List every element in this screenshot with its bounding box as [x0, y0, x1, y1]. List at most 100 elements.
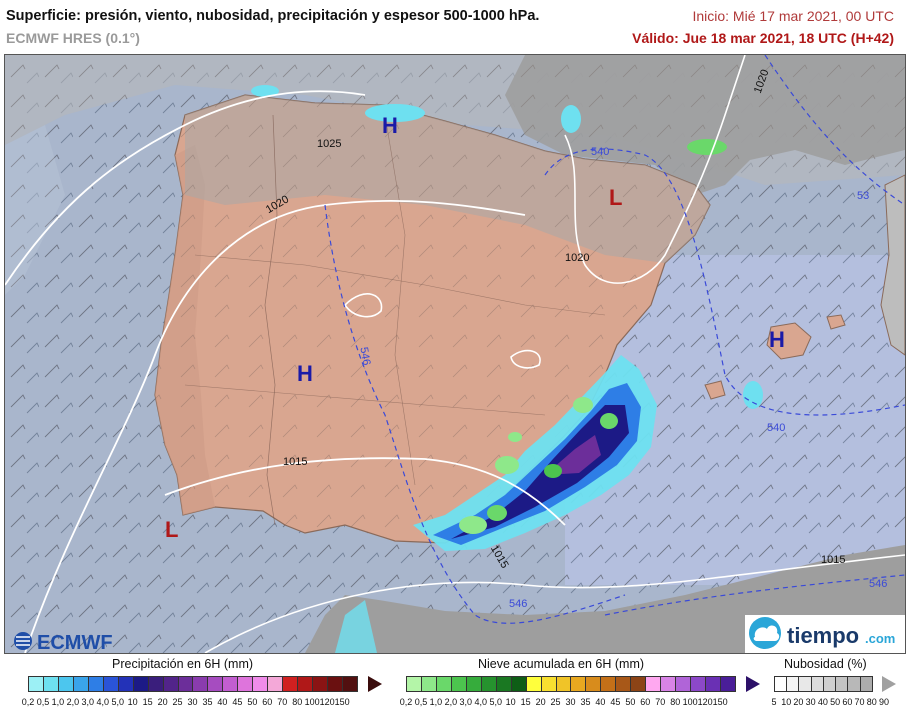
precip-color-scale: [28, 676, 358, 692]
precip-tick-label: 20: [157, 697, 168, 707]
snow-color-swatch: [420, 676, 437, 692]
precip-color-swatch: [207, 676, 224, 692]
precip-tick-label: 45: [232, 697, 243, 707]
snow-legend-title: Nieve acumulada en 6H (mm): [478, 657, 645, 671]
precip-tick-label: 30: [187, 697, 198, 707]
precip-color-swatch: [117, 676, 134, 692]
precip-color-swatch: [282, 676, 299, 692]
snow-color-swatch: [675, 676, 692, 692]
tiempo-logo-suffix: .com: [865, 631, 895, 646]
cloud-color-scale: [774, 676, 873, 692]
precip-legend-title: Precipitación en 6H (mm): [112, 657, 254, 671]
precip-tick-label: 60: [262, 697, 273, 707]
snow-tick-label: 15: [520, 697, 531, 707]
thickness-label: 546: [869, 578, 887, 590]
snow-ticks: 0,2 0,5 1,0 2,0 3,0 4,0 5,0 10 15 20 25 30 35 40 45 50 6…: [400, 697, 750, 709]
precip-color-swatch: [162, 676, 179, 692]
precip-tick-label: 70: [277, 697, 288, 707]
thickness-label: 540: [591, 146, 609, 158]
precip-tick-label: 10: [127, 697, 138, 707]
snow-color-swatch: [540, 676, 557, 692]
snow-tick-label: 80: [670, 697, 681, 707]
precip-tick-label: 0,2: [21, 697, 35, 707]
thickness-label: 53: [857, 190, 869, 202]
cloud-ticks: 5 10 20 30 40 50 60 70 80 90: [771, 697, 889, 709]
precip-color-swatch: [297, 676, 314, 692]
snow-color-swatch: [480, 676, 497, 692]
isobar-label: 1015: [283, 456, 307, 468]
snow-tick-label: 1,0: [429, 697, 443, 707]
snow-tick-label: 2,0: [444, 697, 458, 707]
precip-color-swatch: [192, 676, 209, 692]
snow-tick-label: 45: [610, 697, 621, 707]
snow-tick-label: 0,2: [399, 697, 413, 707]
snow-color-swatch: [720, 676, 736, 692]
ecmwf-logo-text: ECMWF: [37, 632, 113, 653]
mallorca: [766, 322, 812, 360]
snow-patch: [459, 516, 487, 534]
snow-color-swatch: [615, 676, 632, 692]
snow-color-swatch: [585, 676, 602, 692]
ibiza: [704, 380, 726, 400]
thickness-label: 546: [509, 598, 527, 610]
map-title: Superficie: presión, viento, nubosidad, …: [6, 8, 540, 24]
precip-scale-arrow: [368, 676, 382, 692]
snow-tick-label: 25: [550, 697, 561, 707]
precip-color-swatch: [57, 676, 74, 692]
snow-tick-label: 30: [565, 697, 576, 707]
precip-color-swatch: [342, 676, 358, 692]
precip-tick-label: 35: [202, 697, 213, 707]
precip-color-swatch: [252, 676, 269, 692]
precip-tick-label: 2,0: [66, 697, 80, 707]
precip-tick-label: 1,0: [51, 697, 65, 707]
precip-color-swatch: [102, 676, 119, 692]
snow-tick-label: 4,0: [474, 697, 488, 707]
precip-color-swatch: [42, 676, 59, 692]
cloud-tick-label: 90: [878, 697, 890, 707]
cloud-legend-title: Nubosidad (%): [784, 657, 867, 671]
cloud-tick-label: 70: [854, 697, 865, 707]
precip-tick-label: 3,0: [81, 697, 95, 707]
precip-tick-label: 50: [247, 697, 258, 707]
pressure-center-low-ebro: L: [609, 185, 622, 210]
thickness-label: 546: [357, 346, 372, 366]
cloud-tick-label: 20: [793, 697, 804, 707]
cloud-tick-label: 10: [781, 697, 792, 707]
snow-color-swatch: [510, 676, 527, 692]
precip-color-swatch: [237, 676, 254, 692]
isobar-label: 1015: [821, 554, 845, 566]
snow-color-swatch: [570, 676, 587, 692]
precip-color-swatch: [222, 676, 239, 692]
cloud-tick-label: 30: [805, 697, 816, 707]
tiempo-logo: tiempo .com: [745, 615, 905, 653]
pressure-center-low-cadiz: L: [165, 517, 178, 542]
snow-color-swatch: [645, 676, 662, 692]
snow-tick-label: 20: [535, 697, 546, 707]
precip-color-swatch: [147, 676, 164, 692]
snow-color-swatch: [465, 676, 482, 692]
snow-color-swatch: [525, 676, 542, 692]
pressure-center-high-cantabrico: H: [382, 113, 398, 138]
cloud-tick-label: 40: [817, 697, 828, 707]
snow-tick-label: 50: [625, 697, 636, 707]
snow-color-swatch: [630, 676, 647, 692]
pressure-center-high-baleares: H: [769, 327, 785, 352]
snow-tick-label: 100: [682, 697, 698, 707]
snow-tick-label: 35: [580, 697, 591, 707]
precip-tick-label: 40: [217, 697, 228, 707]
snow-scale-arrow: [746, 676, 760, 692]
thickness-label: 540: [767, 422, 785, 434]
snow-color-swatch: [555, 676, 572, 692]
precip-color-swatch: [72, 676, 89, 692]
cloud-scale-arrow: [882, 676, 896, 692]
pressure-center-high-central: H: [297, 361, 313, 386]
snow-color-swatch: [450, 676, 467, 692]
isobar-label: 1025: [317, 138, 341, 150]
map-header: Superficie: presión, viento, nubosidad, …: [0, 0, 910, 54]
snow-tick-label: 70: [655, 697, 666, 707]
model-name: ECMWF HRES (0.1°): [6, 30, 140, 46]
ecmwf-logo: ECMWF: [14, 632, 113, 653]
precip-tick-label: 25: [172, 697, 183, 707]
snow-color-swatch: [435, 676, 452, 692]
snow-tick-label: 60: [640, 697, 651, 707]
